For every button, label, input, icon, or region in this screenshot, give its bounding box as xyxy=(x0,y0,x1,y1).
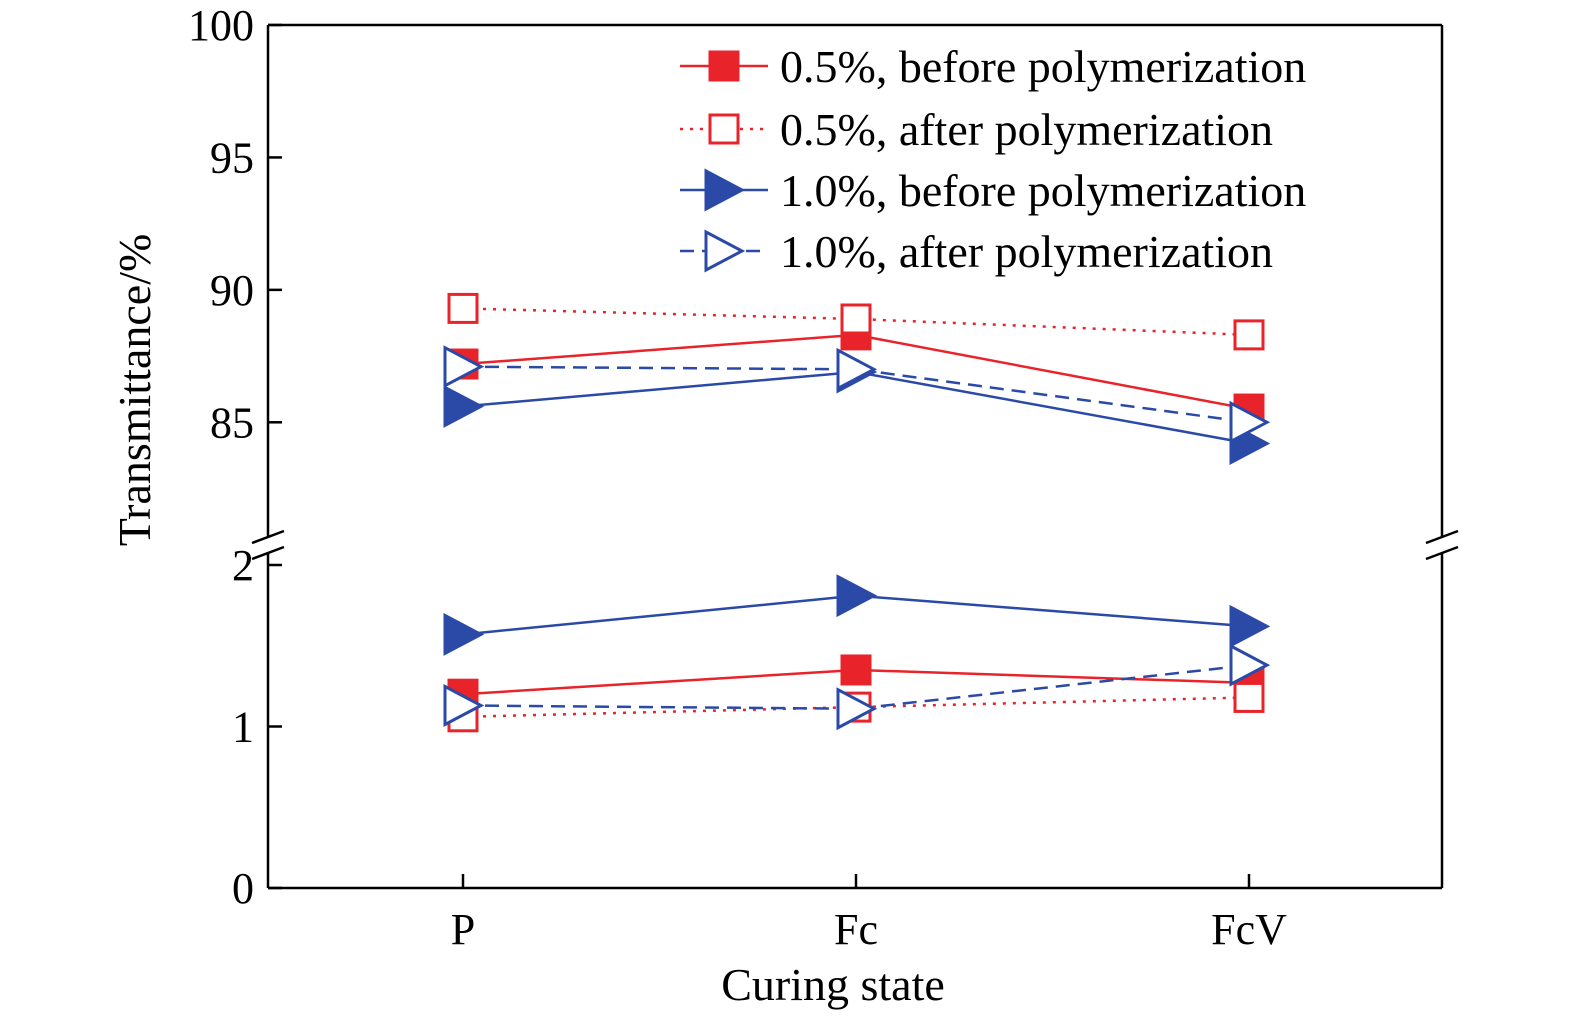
series-3-lower-point-P xyxy=(443,612,485,656)
x-axis-ticks: P Fc FcV xyxy=(451,874,1287,954)
legend-marker-4 xyxy=(704,229,746,273)
legend-label-3: 1.0%, before polymerization xyxy=(780,165,1306,216)
right-break-mark-upper xyxy=(1425,529,1459,545)
series-4-lower-point-Fc xyxy=(836,687,878,731)
x-tick-Fc-label: Fc xyxy=(834,905,878,954)
legend-label-4: 1.0%, after polymerization xyxy=(780,226,1273,277)
y-tick-90-label: 90 xyxy=(210,266,254,315)
y-tick-1-label: 1 xyxy=(232,703,254,752)
series-3-lower-point-Fc xyxy=(836,574,878,618)
series-2-upper-line xyxy=(462,307,1250,337)
series-1-lower-point-Fc xyxy=(840,654,872,686)
series-4-upper-point-P xyxy=(443,345,485,389)
series-3-lower-point-FcV xyxy=(1229,604,1271,648)
series-2-lower-point-FcV xyxy=(1233,681,1265,713)
y-tick-85-label: 85 xyxy=(210,398,254,447)
legend-marker-2 xyxy=(708,113,740,145)
legend-marker-1 xyxy=(708,50,740,82)
x-tick-P-label: P xyxy=(451,905,475,954)
y-tick-0-label: 0 xyxy=(232,864,254,913)
series-2-upper-point-FcV xyxy=(1233,319,1265,351)
series-markers xyxy=(443,292,1271,733)
series-4-upper-point-Fc xyxy=(836,347,878,391)
series-3-upper-point-P xyxy=(443,384,485,428)
y-tick-2-label: 2 xyxy=(232,541,254,590)
legend-label-2: 0.5%, after polymerization xyxy=(780,104,1273,155)
series-4-upper-point-FcV xyxy=(1229,400,1271,444)
series-4-lower-point-FcV xyxy=(1229,643,1271,687)
y-axis-ticks: 85 90 95 100 0 1 2 xyxy=(188,1,282,913)
x-tick-FcV-label: FcV xyxy=(1211,905,1287,954)
left-break-mark-lower xyxy=(251,545,285,561)
legend-label-1: 0.5%, before polymerization xyxy=(780,41,1306,92)
legend-marker-3 xyxy=(704,168,746,212)
right-break-mark-lower xyxy=(1425,545,1459,561)
series-2-upper-point-Fc xyxy=(840,303,872,335)
x-axis-title: Curing state xyxy=(721,959,945,1010)
series-2-upper-point-P xyxy=(447,292,479,324)
series-4-lower-point-P xyxy=(443,684,485,727)
y-tick-100-label: 100 xyxy=(188,1,254,50)
y-tick-95-label: 95 xyxy=(210,133,254,182)
left-break-mark-upper xyxy=(251,529,285,545)
y-axis-title: Transmittance/% xyxy=(109,234,160,547)
legend: 0.5%, before polymerization 0.5%, after p… xyxy=(680,41,1306,277)
series-2-lower-line xyxy=(462,696,1250,719)
